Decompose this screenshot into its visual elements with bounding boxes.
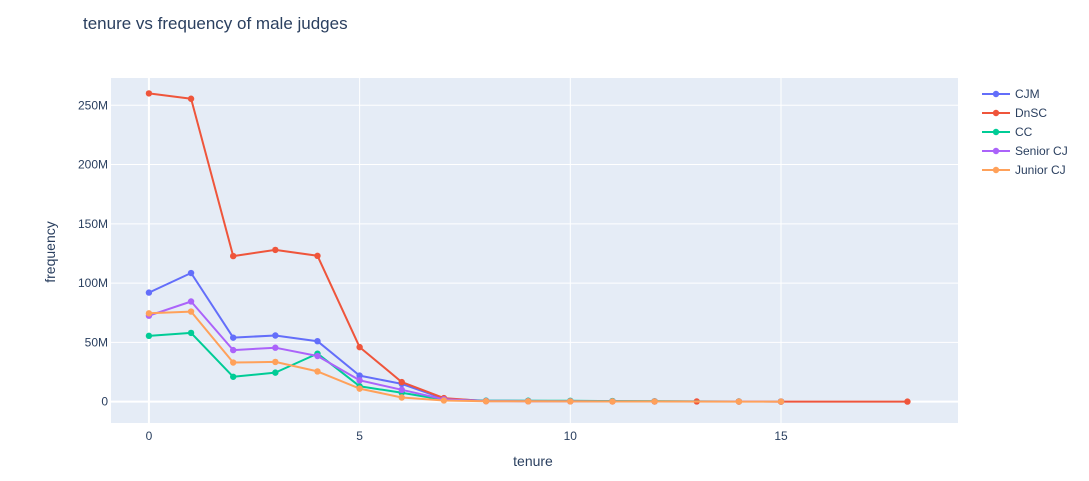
x-tick-label: 10 [564,429,578,443]
data-point [314,252,321,260]
data-point [356,372,363,379]
y-axis-ticks: 0 50M 100M 150M 200M 250M [78,98,108,408]
series-layer [145,90,911,405]
plot-area [111,78,958,423]
data-point [145,332,153,340]
data-point [272,369,279,376]
data-point [230,252,237,260]
y-axis-title: frequency [42,221,58,282]
data-point [145,289,153,296]
data-point [482,397,490,405]
data-point [356,385,363,392]
data-point [187,308,195,315]
data-point [398,386,405,394]
x-axis-ticks: 0 5 10 15 [146,429,788,443]
data-point [651,398,658,405]
data-point [735,398,743,405]
data-point [777,398,785,405]
data-point [524,398,532,405]
legend-item[interactable]: CC [982,125,1033,139]
legend-marker [992,147,1000,155]
legend-label: Senior CJ [1015,144,1068,158]
y-tick-label: 150M [78,217,108,231]
series-junior-cj [145,308,785,405]
data-point [230,373,237,380]
data-point [187,298,195,305]
y-tick-label: 200M [78,158,108,172]
x-tick-label: 0 [146,429,153,443]
data-point [314,352,321,360]
legend-item[interactable]: DnSC [982,106,1047,120]
data-point [272,344,279,351]
data-point [398,378,405,386]
legend: CJM DnSC CC Senior CJ Junior CJ [982,87,1068,177]
y-tick-label: 50M [85,335,108,349]
data-point [904,398,911,405]
grid-lines [111,78,958,423]
data-point [356,377,363,384]
data-point [609,398,616,405]
y-tick-label: 250M [78,98,108,112]
data-point [272,332,279,339]
legend-marker [992,128,1000,136]
y-tick-label: 100M [78,276,108,290]
data-point [230,346,237,354]
data-point [272,358,279,366]
legend-marker [992,109,1000,117]
data-point [567,398,574,405]
legend-label: Junior CJ [1015,163,1066,177]
y-tick-label: 0 [101,395,108,409]
legend-marker [992,166,1000,174]
data-point [187,95,195,102]
data-point [230,359,237,366]
data-point [314,337,321,345]
data-point [230,334,237,341]
x-tick-label: 5 [356,429,363,443]
data-point [145,310,153,317]
x-tick-label: 15 [774,429,788,443]
data-point [272,246,279,254]
data-point [356,343,363,351]
legend-item[interactable]: Senior CJ [982,144,1068,158]
x-axis-title: tenure [513,453,553,469]
data-point [187,269,195,277]
legend-item[interactable]: Junior CJ [982,163,1066,177]
data-point [187,329,195,337]
data-point [440,397,448,404]
legend-label: DnSC [1015,106,1047,120]
legend-label: CJM [1015,87,1040,101]
legend-marker [992,90,1000,98]
data-point [314,368,321,375]
chart-title: tenure vs frequency of male judges [83,14,348,33]
data-point [398,394,405,401]
legend-label: CC [1015,125,1033,139]
legend-item[interactable]: CJM [982,87,1040,101]
data-point [145,90,153,97]
